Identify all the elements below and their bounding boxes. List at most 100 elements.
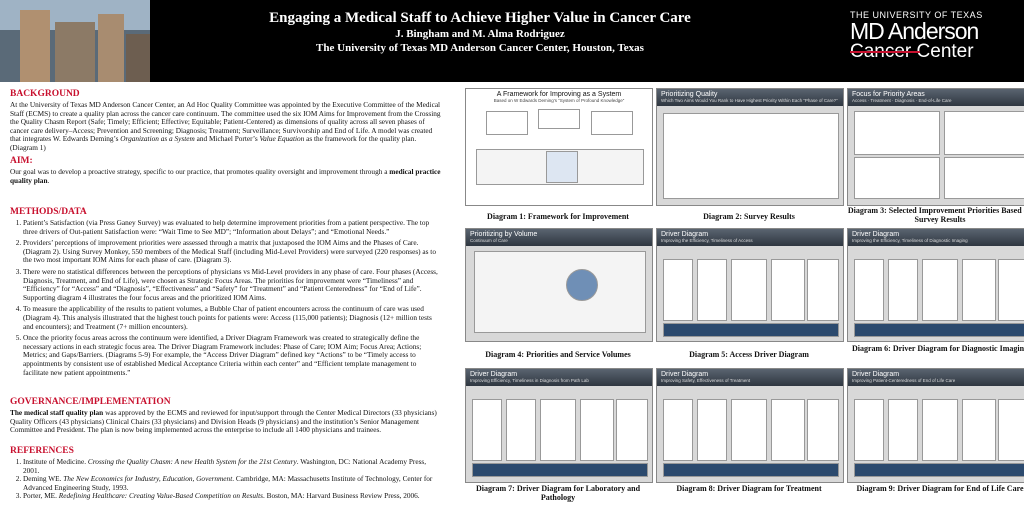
text: Crossing the Quality Chasm: A new Health…: [87, 457, 297, 466]
diagram-caption: Diagram 4: Priorities and Service Volume…: [485, 350, 631, 359]
reference: Porter, ME. Redefining Healthcare: Creat…: [23, 492, 442, 501]
diagram-block: [922, 259, 958, 321]
diagram-panel: Driver Diagram Improving Efficiency, Time…: [465, 368, 653, 483]
authors: J. Bingham and M. Alma Rodriguez: [395, 28, 565, 40]
diagram-block: [888, 259, 918, 321]
panel-header: Driver Diagram Improving the Efficiency, …: [848, 229, 1024, 246]
diagram-caption: Diagram 3: Selected Improvement Prioriti…: [847, 206, 1024, 224]
diagram-block: [922, 399, 958, 461]
diagram-caption: Diagram 2: Survey Results: [703, 212, 795, 221]
diagram-block: [697, 259, 727, 321]
diagram-block: [944, 111, 1024, 155]
text: Redefining Healthcare: Creating Value-Ba…: [58, 491, 263, 501]
panel-title: Prioritizing by Volume: [470, 231, 538, 238]
panel-subtitle: Improving Patient-Centeredness of End of…: [852, 378, 956, 383]
diagram-caption: Diagram 8: Driver Diagram for Treatment: [676, 484, 822, 493]
heading: METHODS/DATA: [10, 207, 87, 217]
diagram-block: [731, 259, 767, 321]
panel-title: Driver Diagram: [852, 231, 900, 238]
paragraph: The medical staff quality plan was appro…: [10, 408, 442, 435]
diagram-block: [697, 399, 727, 461]
panel-subtitle: Based on W Edwards Deming’s “System of P…: [493, 98, 625, 103]
panel-subtitle: Improving the Efficiency, Timeliness of …: [661, 238, 753, 243]
references-list: Institute of Medicine. Crossing the Qual…: [10, 457, 442, 501]
reference: Deming WE. The New Economics for Industr…: [23, 474, 442, 492]
diagram-panel: Prioritizing Quality Which Two Aims Would…: [656, 88, 844, 206]
panel-header: Focus for Priority Areas Access · Treatme…: [848, 89, 1024, 106]
diagram-block: [538, 109, 580, 129]
panel-subtitle: Improving Efficiency, Timeliness in Diag…: [470, 378, 589, 383]
logo-sub: Cancer Center: [850, 42, 983, 61]
diagram-block: [663, 399, 693, 461]
diagram-block: [472, 463, 648, 477]
panel-subtitle: Improving Safety, Effectiveness of Treat…: [661, 378, 751, 383]
text: . Washington, DC: National Academy Press…: [23, 457, 427, 475]
method-item: To measure the applicability of the resu…: [23, 305, 442, 331]
diagram-block: [663, 113, 839, 199]
logo-top: THE UNIVERSITY OF TEXAS: [850, 10, 983, 20]
diagram-block: [854, 323, 1024, 337]
method-item: Once the priority focus areas across the…: [23, 333, 442, 377]
diagram-block: [663, 323, 839, 337]
header: Engaging a Medical Staff to Achieve High…: [0, 0, 1024, 82]
background-section: BACKGROUND At the University of Texas MD…: [10, 89, 442, 153]
diagram-block: [771, 399, 805, 461]
diagram-caption: Diagram 1: Framework for Improvement: [487, 212, 629, 221]
panel-subtitle: Continuum of Care: [470, 238, 508, 243]
paragraph: At the University of Texas MD Anderson C…: [10, 100, 442, 153]
diagram-block: [854, 399, 884, 461]
diagram-block: [888, 399, 918, 461]
text: The medical staff quality plan: [10, 408, 104, 417]
text: Porter, ME.: [23, 491, 59, 501]
panel-header: Driver Diagram Improving Patient-Centered…: [848, 369, 1024, 386]
panel-title: Driver Diagram: [470, 371, 518, 378]
diagram-block: [546, 151, 578, 183]
logo: THE UNIVERSITY OF TEXAS MD Anderson Canc…: [850, 10, 983, 61]
logo-strike: [850, 51, 920, 53]
diagram-caption: Diagram 9: Driver Diagram for End of Lif…: [856, 484, 1024, 493]
diagram-block: [807, 259, 839, 321]
diagram-panel: Prioritizing by Volume Continuum of Care: [465, 228, 653, 342]
panel-subtitle: Access · Treatment · Diagnosis · End-of-…: [852, 98, 952, 103]
diagram-block: [580, 399, 614, 461]
affiliation: The University of Texas MD Anderson Canc…: [316, 42, 644, 54]
diagram-block: [854, 463, 1024, 477]
text: At the University of Texas MD Anderson C…: [10, 100, 441, 144]
text: was approved by the ECMS and reviewed fo…: [10, 408, 437, 435]
aim-section: AIM: Our goal was to develop a proactive…: [10, 156, 442, 185]
text: . Cambridge, MA: Massachusetts Institute…: [23, 474, 433, 492]
references-section: REFERENCES Institute of Medicine. Crossi…: [10, 446, 442, 501]
text: .: [47, 175, 50, 185]
text: medical practice quality plan: [10, 167, 441, 185]
panel-title: Prioritizing Quality: [661, 91, 718, 98]
diagram-block: [663, 463, 839, 477]
reference: Institute of Medicine. Crossing the Qual…: [23, 457, 442, 475]
diagram-block: [998, 259, 1024, 321]
text: . Boston, MA: Harvard Business Review Pr…: [262, 491, 420, 501]
diagram-block: [998, 399, 1024, 461]
diagram-caption: Diagram 5: Access Driver Diagram: [689, 350, 809, 359]
heading: GOVERNANCE/IMPLEMENTATION: [10, 397, 171, 407]
text: The New Economics for Industry, Educatio…: [63, 474, 233, 484]
diagram-block: [771, 259, 805, 321]
diagram-block: [540, 399, 576, 461]
text: and Michael Porter’s: [194, 134, 260, 144]
panel-title: Driver Diagram: [852, 371, 900, 378]
diagram-block: [616, 399, 648, 461]
text: Institute of Medicine.: [23, 457, 88, 466]
methods-list: Patient’s Satisfaction (via Press Ganey …: [10, 218, 442, 377]
diagram-block: [663, 259, 693, 321]
governance-section: GOVERNANCE/IMPLEMENTATION The medical st…: [10, 397, 442, 435]
method-item: Providers’ perceptions of improvement pr…: [23, 238, 442, 265]
panel-header: A Framework for Improving as a System Bas…: [466, 89, 652, 106]
diagram-block: [506, 399, 536, 461]
diagram-block: [854, 157, 940, 199]
diagram-block: [962, 399, 996, 461]
diagram-panel: Driver Diagram Improving the Efficiency, …: [656, 228, 844, 342]
panel-subtitle: Which Two Aims Would You Rank to Have Hi…: [661, 98, 838, 103]
diagram-panel: Driver Diagram Improving Safety, Effectiv…: [656, 368, 844, 483]
text: Value Equation: [259, 134, 305, 144]
logo-name: MD Anderson: [850, 18, 979, 44]
diagram-block: [566, 269, 598, 301]
panel-header: Driver Diagram Improving the Efficiency, …: [657, 229, 843, 246]
